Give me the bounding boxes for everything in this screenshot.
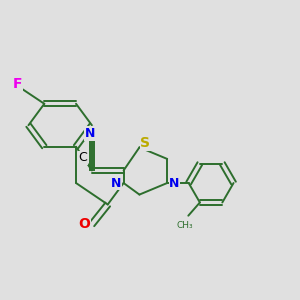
Text: O: O [79, 217, 91, 231]
Text: N: N [85, 127, 95, 140]
Text: C: C [78, 152, 87, 164]
Text: F: F [13, 77, 23, 91]
Text: CH₃: CH₃ [177, 220, 193, 230]
Text: N: N [111, 176, 122, 190]
Text: S: S [140, 136, 150, 150]
Text: N: N [169, 176, 180, 190]
